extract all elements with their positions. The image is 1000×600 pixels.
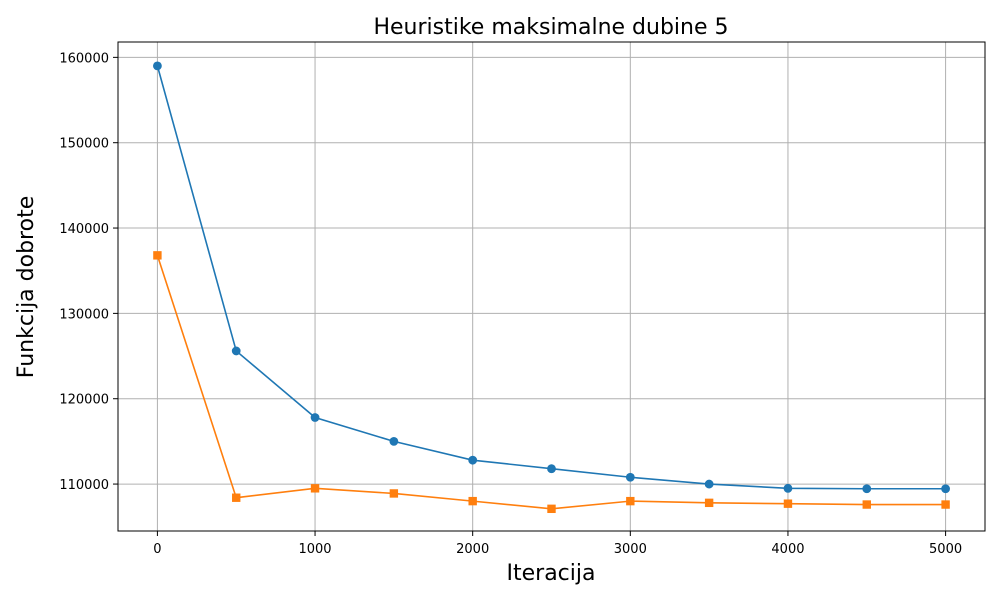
series-1-point <box>625 472 635 482</box>
series-2-point <box>153 251 162 260</box>
x-tick-label: 2000 <box>456 542 489 557</box>
x-tick-label: 0 <box>153 542 161 557</box>
series-1-point <box>941 484 950 494</box>
y-tick-label: 130000 <box>59 307 109 322</box>
series-2-point <box>389 489 399 498</box>
grid-lines <box>118 42 985 531</box>
plot-frame <box>117 41 986 532</box>
y-tick-label: 140000 <box>59 222 109 237</box>
x-tick-label: 1000 <box>298 542 331 557</box>
series-2-point <box>941 500 950 509</box>
series-1-point <box>862 484 872 494</box>
series-2-point <box>862 500 871 509</box>
series-1-point <box>153 61 162 71</box>
series-1-point <box>704 479 714 489</box>
series-2 <box>153 251 950 514</box>
x-axis-title: Iteracija <box>507 561 596 586</box>
y-tick-label: 110000 <box>59 478 109 493</box>
y-tick-label: 120000 <box>59 393 109 408</box>
x-tick-label: 3000 <box>614 542 647 557</box>
series-1-point <box>783 483 793 493</box>
series-1-point <box>231 346 241 356</box>
chart-title: Heuristike maksimalne dubine 5 <box>373 15 728 40</box>
x-tick-label: 4000 <box>771 542 804 557</box>
axis-ticks: 0 1000 2000 3000 4000 5000 110000 120000 130000 1… <box>59 51 962 557</box>
y-tick-label: 160000 <box>59 51 109 66</box>
series-2-point <box>310 484 320 493</box>
series-2-point <box>468 496 477 506</box>
series-1-point <box>389 436 399 446</box>
series-1-point <box>310 413 320 422</box>
series-2-point <box>547 504 556 514</box>
y-axis-title: Funkcija dobrote <box>14 196 39 378</box>
series-2-point <box>626 496 635 506</box>
series-2-point <box>783 499 793 508</box>
series-2-point <box>232 493 241 502</box>
series-1-point <box>547 464 556 474</box>
series-2-point <box>704 498 714 508</box>
series-layer <box>153 61 950 514</box>
series-1-point <box>468 455 478 465</box>
series-1 <box>153 61 950 494</box>
y-tick-label: 150000 <box>59 137 109 152</box>
x-tick-label: 5000 <box>929 542 962 557</box>
